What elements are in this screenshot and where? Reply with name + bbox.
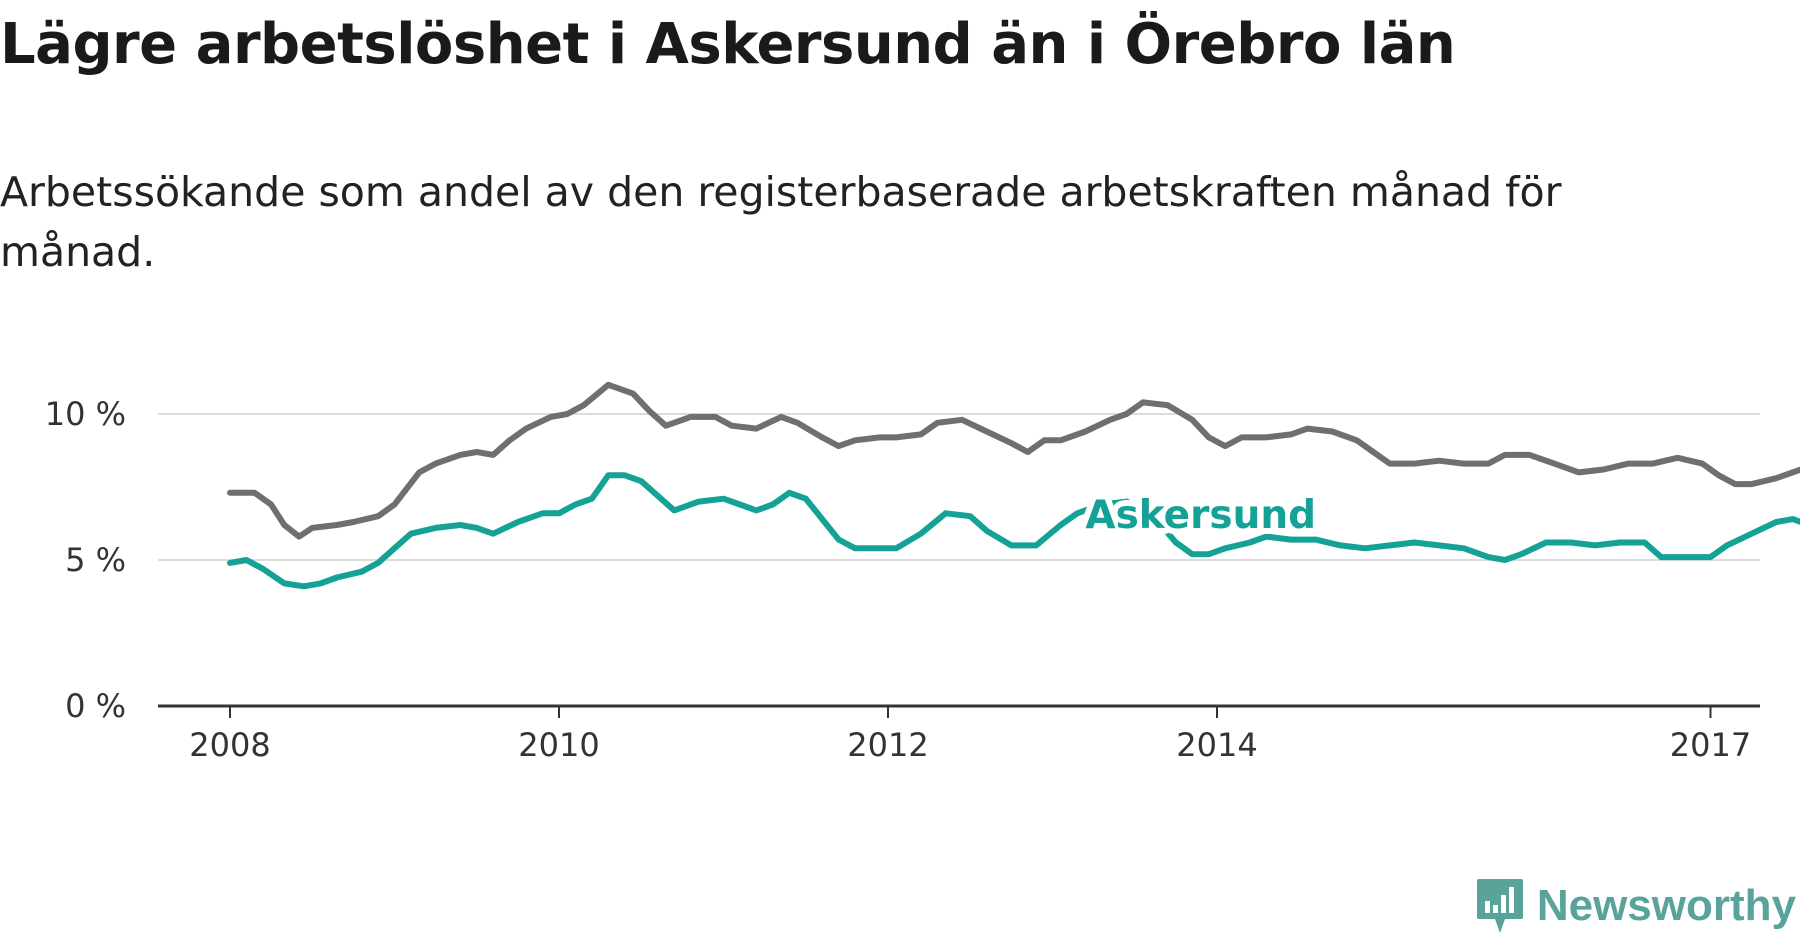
- page-title: Lägre arbetslöshet i Askersund än i Öreb…: [0, 12, 1456, 77]
- series-line-örebro-län: [227, 381, 1800, 540]
- x-tick-label: 2012: [847, 726, 928, 764]
- newsworthy-brand-name: Newsworthy: [1536, 881, 1796, 930]
- newsworthy-logo-icon: [1476, 879, 1523, 933]
- y-tick-label: 10 %: [45, 395, 126, 433]
- series-label-1: Askersund: [1085, 493, 1316, 538]
- series-line-askersund: [227, 472, 1800, 590]
- newsworthy-brand[interactable]: Newsworthy: [1475, 874, 1796, 938]
- x-tick-label: 2014: [1176, 726, 1257, 764]
- chart-subtitle: Arbetssökande som andel av den registerb…: [0, 168, 1562, 276]
- x-tick-label: 2010: [518, 726, 599, 764]
- y-tick-label: 0 %: [65, 687, 126, 725]
- x-tick-label: 2017: [1670, 726, 1751, 764]
- x-tick-label: 2008: [189, 726, 270, 764]
- y-tick-label: 5 %: [65, 541, 126, 579]
